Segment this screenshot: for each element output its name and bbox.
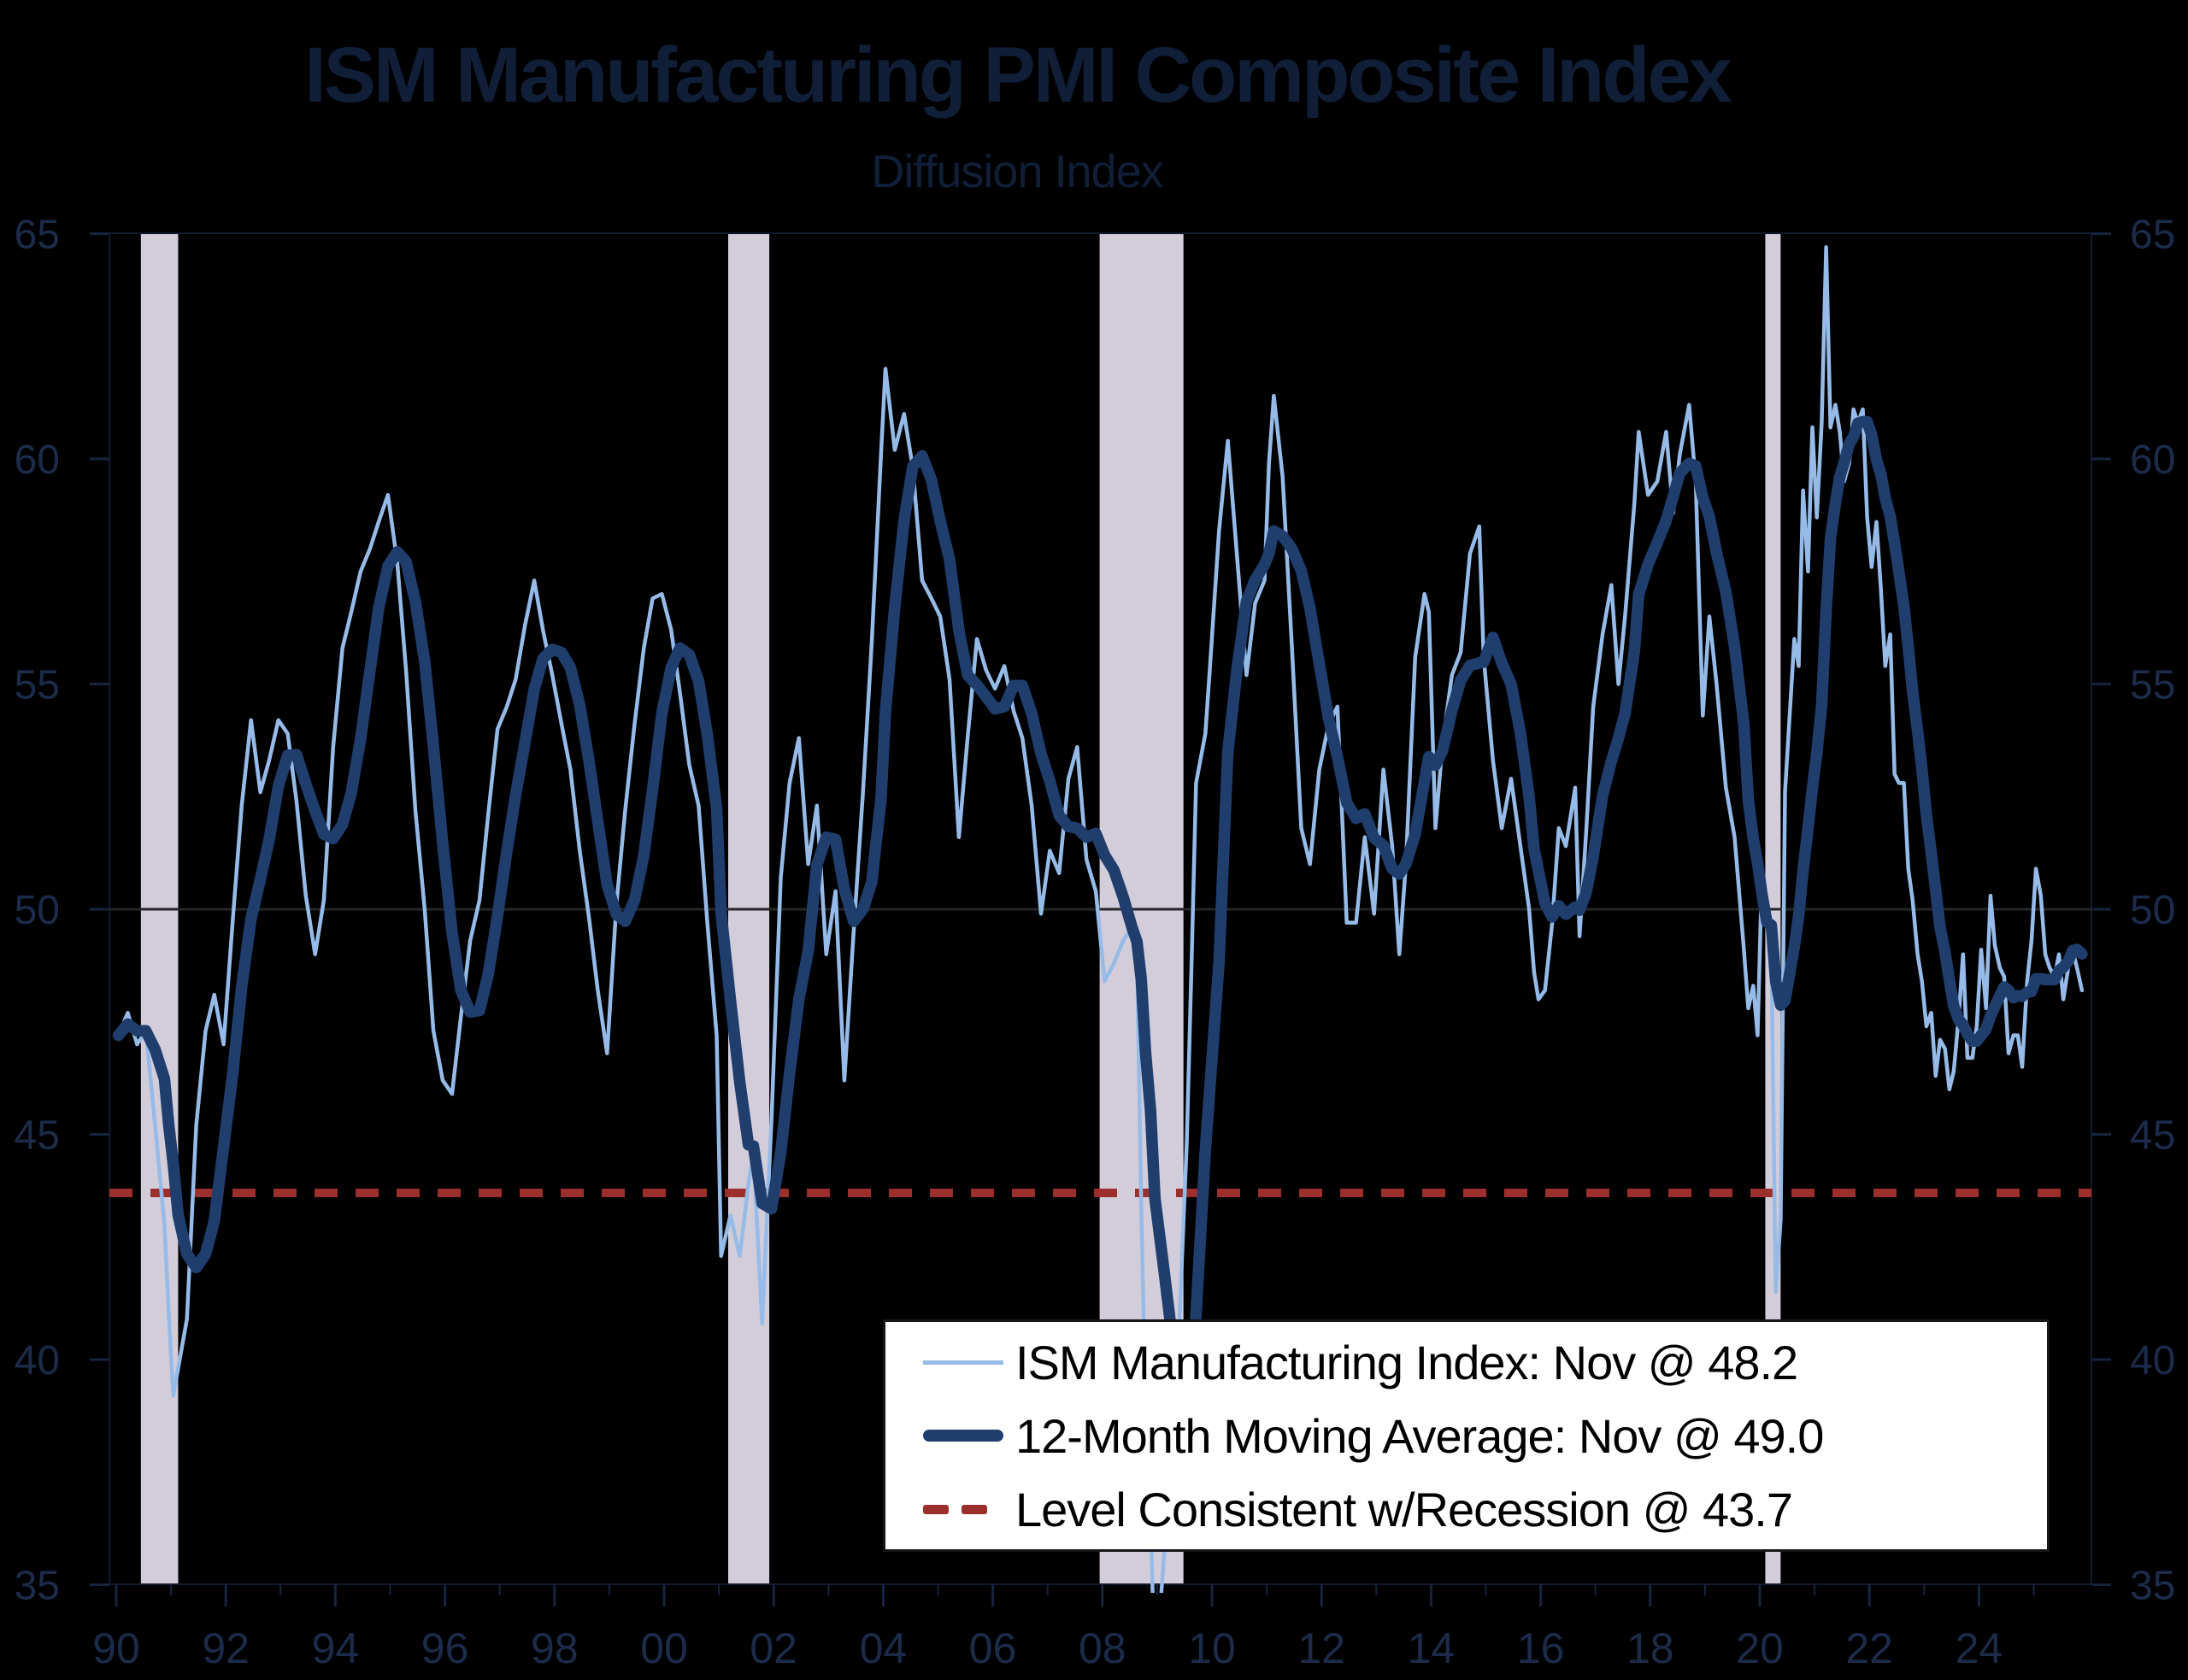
x-axis-tick-label: 00 bbox=[640, 1624, 688, 1672]
legend-label-recession-level: Level Consistent w/Recession @ 43.7 bbox=[1015, 1482, 1793, 1536]
y-axis-tick-label-right: 35 bbox=[2130, 1564, 2175, 1609]
x-axis-tick-label: 02 bbox=[750, 1624, 797, 1672]
y-axis-tick-label-left: 50 bbox=[15, 888, 60, 933]
moving-average-swatch-icon bbox=[923, 1430, 1003, 1442]
x-axis-tick-label: 16 bbox=[1517, 1624, 1565, 1672]
x-axis-tick-label: 92 bbox=[202, 1624, 250, 1672]
y-axis-tick-label-right: 65 bbox=[2130, 213, 2175, 258]
y-axis-tick-label-left: 55 bbox=[15, 663, 60, 708]
y-axis-tick-label-left: 45 bbox=[15, 1113, 60, 1159]
x-axis-tick-label: 06 bbox=[969, 1624, 1017, 1672]
y-axis-tick-label-right: 50 bbox=[2130, 888, 2175, 933]
x-axis-tick-label: 10 bbox=[1188, 1624, 1236, 1672]
x-axis-tick-label: 24 bbox=[1956, 1624, 2003, 1672]
recession-level-dash-swatch-icon bbox=[923, 1504, 949, 1514]
x-axis-tick-label: 98 bbox=[531, 1624, 579, 1672]
chart-title: ISM Manufacturing PMI Composite Index bbox=[304, 32, 1732, 119]
legend-item-moving-average: 12-Month Moving Average: Nov @ 49.0 bbox=[923, 1399, 2047, 1472]
x-axis-tick-label: 08 bbox=[1079, 1624, 1126, 1672]
y-axis-tick-label-right: 55 bbox=[2130, 663, 2175, 708]
chart-subtitle: Diffusion Index bbox=[871, 146, 1163, 197]
legend-label-ism: ISM Manufacturing Index: Nov @ 48.2 bbox=[1015, 1335, 1798, 1389]
x-axis-tick-label: 20 bbox=[1736, 1624, 1784, 1672]
legend-label-moving-average: 12-Month Moving Average: Nov @ 49.0 bbox=[1015, 1408, 1824, 1463]
recession-level-dash-swatch-icon bbox=[962, 1504, 987, 1514]
x-axis-tick-label: 94 bbox=[312, 1624, 360, 1672]
y-axis-tick-label-left: 35 bbox=[15, 1564, 60, 1609]
x-axis-tick-label: 12 bbox=[1297, 1624, 1345, 1672]
y-axis-tick-label-right: 40 bbox=[2130, 1338, 2175, 1383]
axes: 90 92 94 96 98 00 02 04 06 08 10 12 14 16 18 20 22 24 35 35… bbox=[15, 213, 2176, 1673]
ism-line-swatch-icon bbox=[923, 1360, 1003, 1365]
legend-item-recession-level: Level Consistent w/Recession @ 43.7 bbox=[923, 1472, 2047, 1546]
x-axis-tick-label: 90 bbox=[92, 1624, 140, 1672]
x-axis-tick-label: 04 bbox=[860, 1624, 908, 1672]
y-axis-tick-label-right: 45 bbox=[2130, 1113, 2175, 1159]
x-axis-tick-label: 96 bbox=[421, 1624, 469, 1672]
moving-average-line bbox=[112, 415, 2088, 1430]
y-axis-tick-label-left: 40 bbox=[15, 1338, 60, 1383]
y-axis-tick-label-left: 60 bbox=[15, 438, 60, 483]
legend-item-ism: ISM Manufacturing Index: Nov @ 48.2 bbox=[923, 1325, 2047, 1399]
x-axis-tick-label: 14 bbox=[1408, 1624, 1456, 1672]
x-axis-tick-label: 18 bbox=[1626, 1624, 1674, 1672]
x-axis-tick-label: 22 bbox=[1845, 1624, 1893, 1672]
series-lines bbox=[112, 245, 2088, 1593]
ism-index-line bbox=[116, 245, 2085, 1593]
y-axis-tick-label-left: 65 bbox=[15, 213, 60, 258]
legend: ISM Manufacturing Index: Nov @ 48.2 12-M… bbox=[883, 1319, 2050, 1552]
y-axis-tick-label-right: 60 bbox=[2130, 438, 2175, 483]
